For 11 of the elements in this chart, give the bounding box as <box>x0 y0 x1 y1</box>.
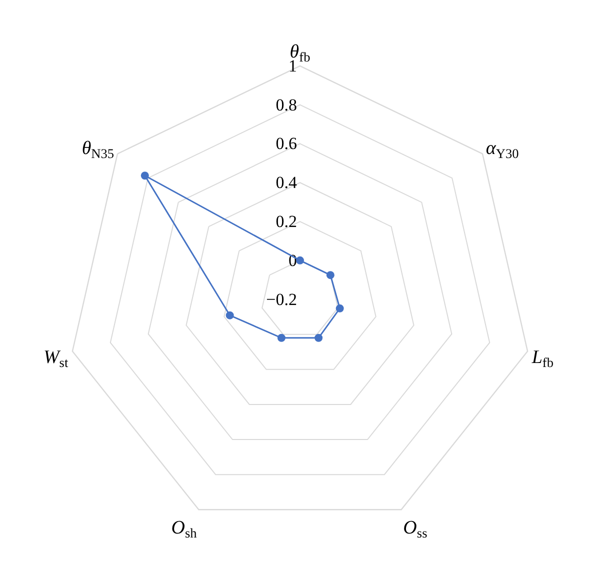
y-tick-label: 0.8 <box>276 95 297 114</box>
spoke-label: W$_{st}$ <box>43 346 68 370</box>
y-tick-label: 0.6 <box>276 134 297 154</box>
spoke-label: α$_{Y30}$ <box>486 138 520 161</box>
spoke-label: O$_{ss}$ <box>403 518 428 541</box>
y-tick-label: −0.2 <box>266 290 297 309</box>
y-tick-label: 0.2 <box>276 212 297 232</box>
spoke-label: L$_{fb}$ <box>530 346 554 370</box>
y-tick-label: 0.4 <box>276 173 298 192</box>
spoke-label: θ$_{N35}$ <box>82 138 114 161</box>
spoke-label: O$_{sh}$ <box>171 518 198 541</box>
